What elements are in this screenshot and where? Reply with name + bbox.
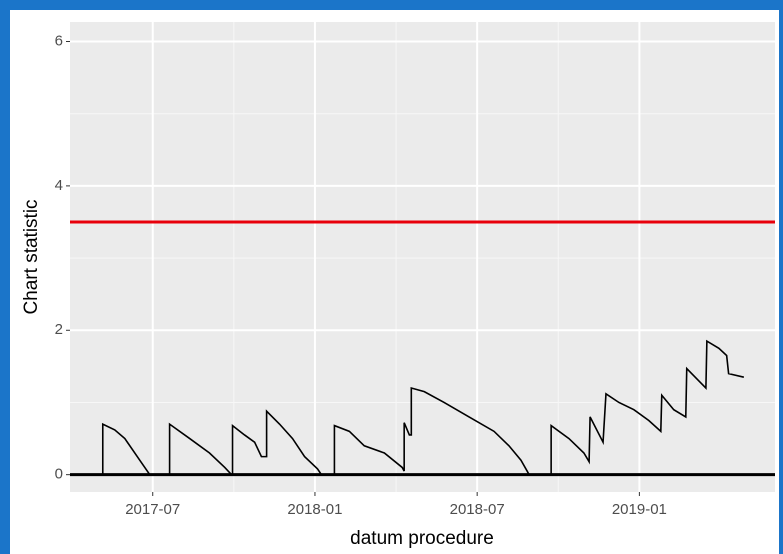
line	[72, 339, 745, 476]
x-axis-label: datum procedure	[350, 528, 494, 549]
panel	[70, 22, 775, 492]
y-tick-label: 4	[55, 177, 63, 194]
y-tick-label: 2	[55, 321, 63, 338]
y-tick-label: 6	[55, 32, 63, 49]
x-tick-label: 2018-01	[287, 501, 342, 518]
x-tick-label: 2018-07	[450, 501, 505, 518]
x-tick-label: 2017-07	[125, 501, 180, 518]
y-tick-label: 0	[55, 466, 63, 483]
x-tick-label: 2019-01	[612, 501, 667, 518]
y-axis-label: Chart statistic	[21, 199, 42, 314]
marks	[70, 220, 775, 477]
